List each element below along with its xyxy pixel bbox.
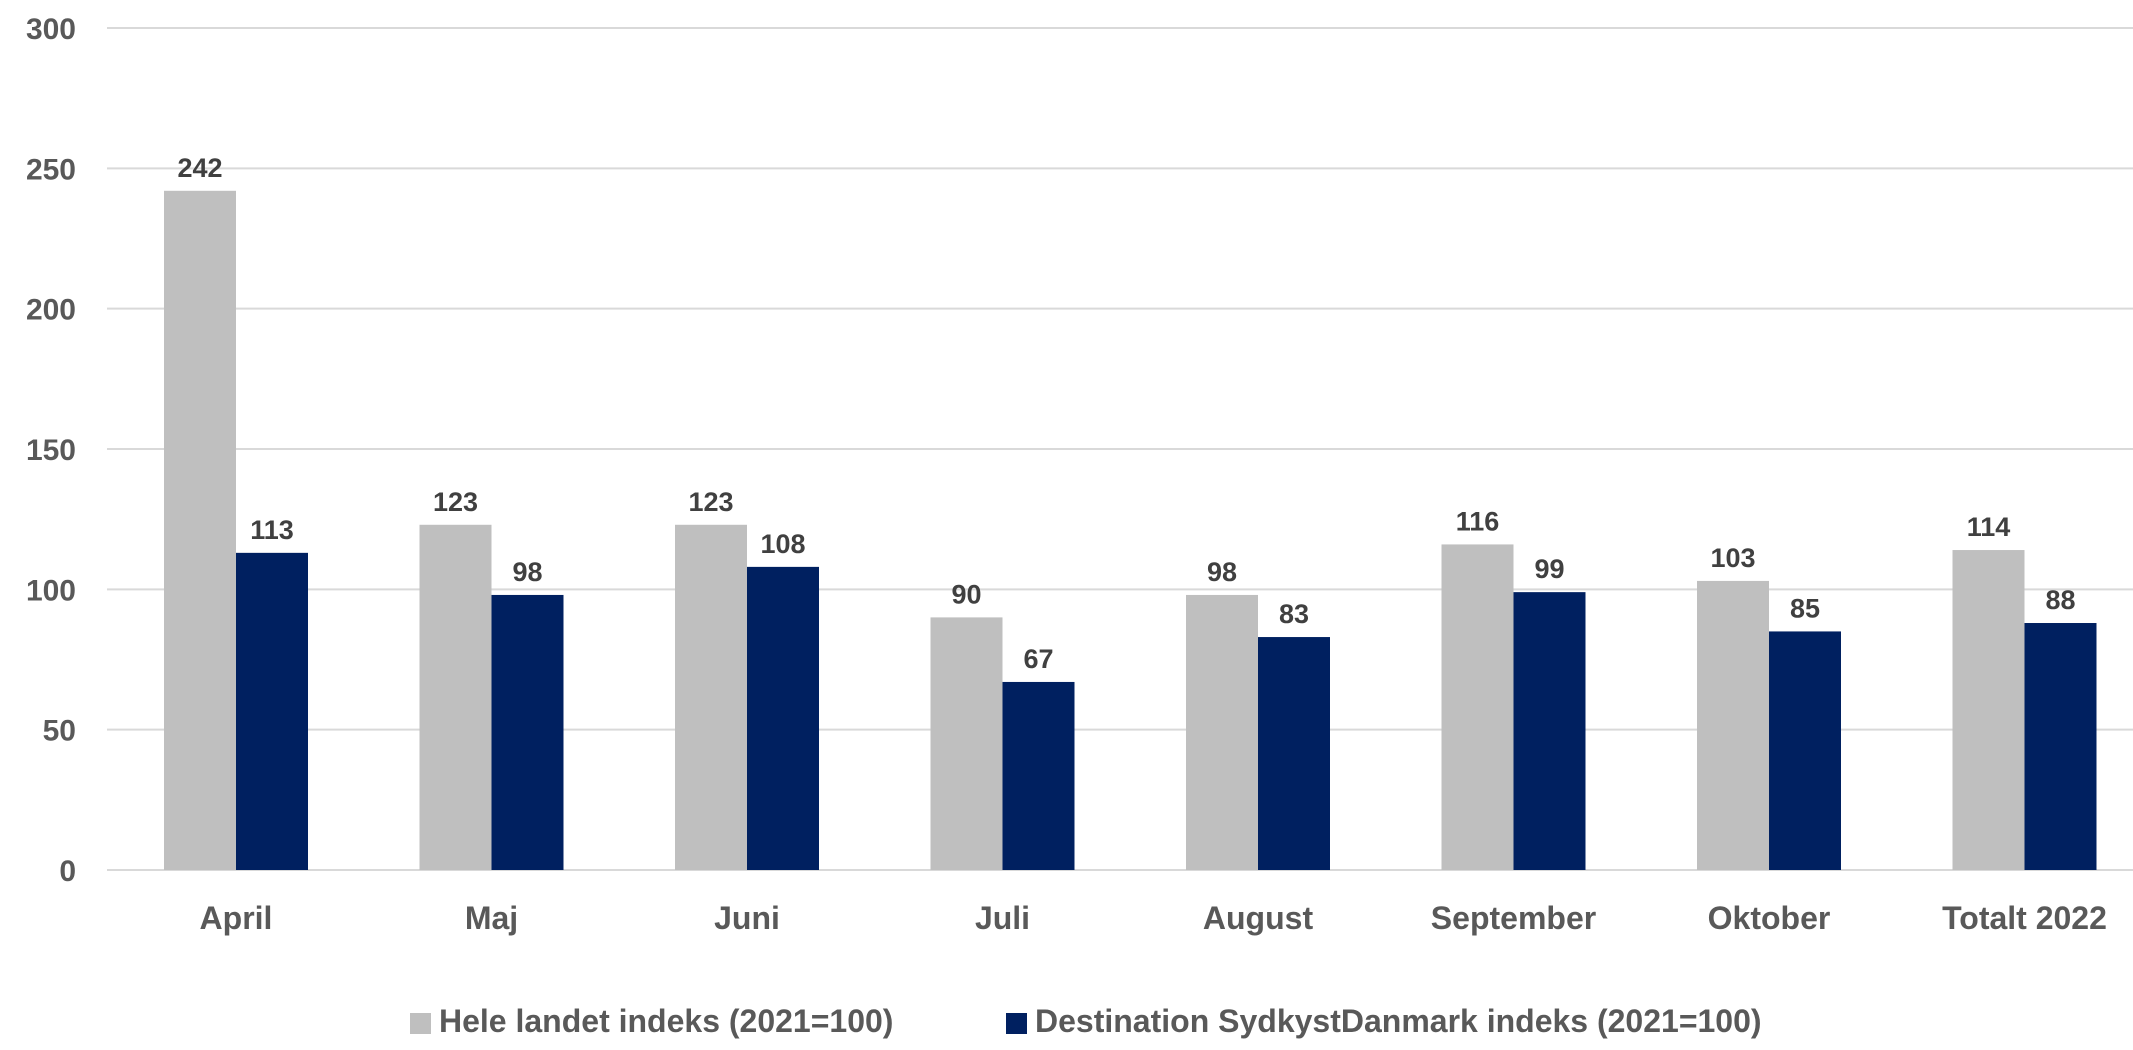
bar-series-2-oktober — [1769, 631, 1841, 870]
x-category-label: April — [200, 900, 273, 936]
bars — [164, 190, 2097, 870]
bar-series-1-totalt-2022 — [1952, 550, 2025, 870]
legend-swatch-series-1 — [410, 1013, 431, 1034]
data-label: 108 — [760, 529, 805, 559]
x-category-label: August — [1203, 900, 1314, 936]
legend: Hele landet indeks (2021=100) Destination… — [410, 1003, 1762, 1039]
bar-series-1-maj — [419, 524, 492, 870]
y-tick-label: 200 — [26, 294, 76, 327]
data-label: 88 — [2045, 585, 2075, 615]
bar-series-1-juni — [675, 524, 747, 870]
data-label: 123 — [433, 487, 478, 517]
x-category-label: Juli — [975, 900, 1030, 936]
x-category-label: Oktober — [1708, 900, 1831, 936]
bar-series-2-juni — [747, 566, 819, 870]
bar-series-2-april — [236, 552, 308, 870]
bar-series-1-april — [164, 190, 236, 870]
y-tick-label: 50 — [43, 715, 76, 748]
data-labels: 242 113 123 98 123 108 90 67 98 83 116 99 103 85 114 88 — [177, 153, 2075, 674]
legend-swatch-series-2 — [1006, 1013, 1027, 1034]
y-tick-label: 100 — [26, 574, 76, 607]
data-label: 85 — [1790, 593, 1820, 623]
x-category-label: Juni — [714, 900, 780, 936]
data-label: 98 — [1207, 557, 1237, 587]
legend-label-series-2: Destination SydkystDanmark indeks (2021=… — [1035, 1003, 1762, 1039]
bar-series-1-september — [1441, 544, 1514, 870]
data-label: 90 — [951, 579, 981, 609]
data-label: 103 — [1710, 543, 1755, 573]
bar-series-2-totalt-2022 — [2024, 623, 2097, 870]
bar-series-2-maj — [491, 594, 564, 870]
x-axis-categories: April Maj Juni Juli August September Oktober To… — [200, 900, 2107, 936]
x-category-label: Totalt 2022 — [1942, 900, 2107, 936]
bar-series-2-august — [1258, 637, 1330, 870]
bar-series-1-oktober — [1697, 580, 1769, 870]
y-axis-ticks: 0 50 100 150 200 250 300 — [26, 13, 76, 888]
data-label: 67 — [1023, 644, 1053, 674]
x-category-label: September — [1431, 900, 1596, 936]
y-tick-label: 0 — [59, 855, 76, 888]
data-label: 116 — [1456, 506, 1500, 536]
bar-series-1-august — [1186, 594, 1258, 870]
data-label: 98 — [512, 557, 542, 587]
legend-label-series-1: Hele landet indeks (2021=100) — [439, 1003, 893, 1039]
data-label: 242 — [177, 153, 222, 183]
y-tick-label: 150 — [26, 434, 76, 467]
y-tick-label: 250 — [26, 153, 76, 186]
data-label: 83 — [1279, 599, 1309, 629]
x-category-label: Maj — [465, 900, 518, 936]
data-label: 114 — [1967, 512, 2011, 542]
data-label: 113 — [250, 515, 294, 545]
y-tick-label: 300 — [26, 13, 76, 46]
bar-series-2-juli — [1002, 681, 1075, 870]
data-label: 123 — [688, 487, 733, 517]
data-label: 99 — [1534, 554, 1564, 584]
bar-series-2-september — [1513, 592, 1586, 870]
bar-series-1-juli — [930, 617, 1003, 870]
